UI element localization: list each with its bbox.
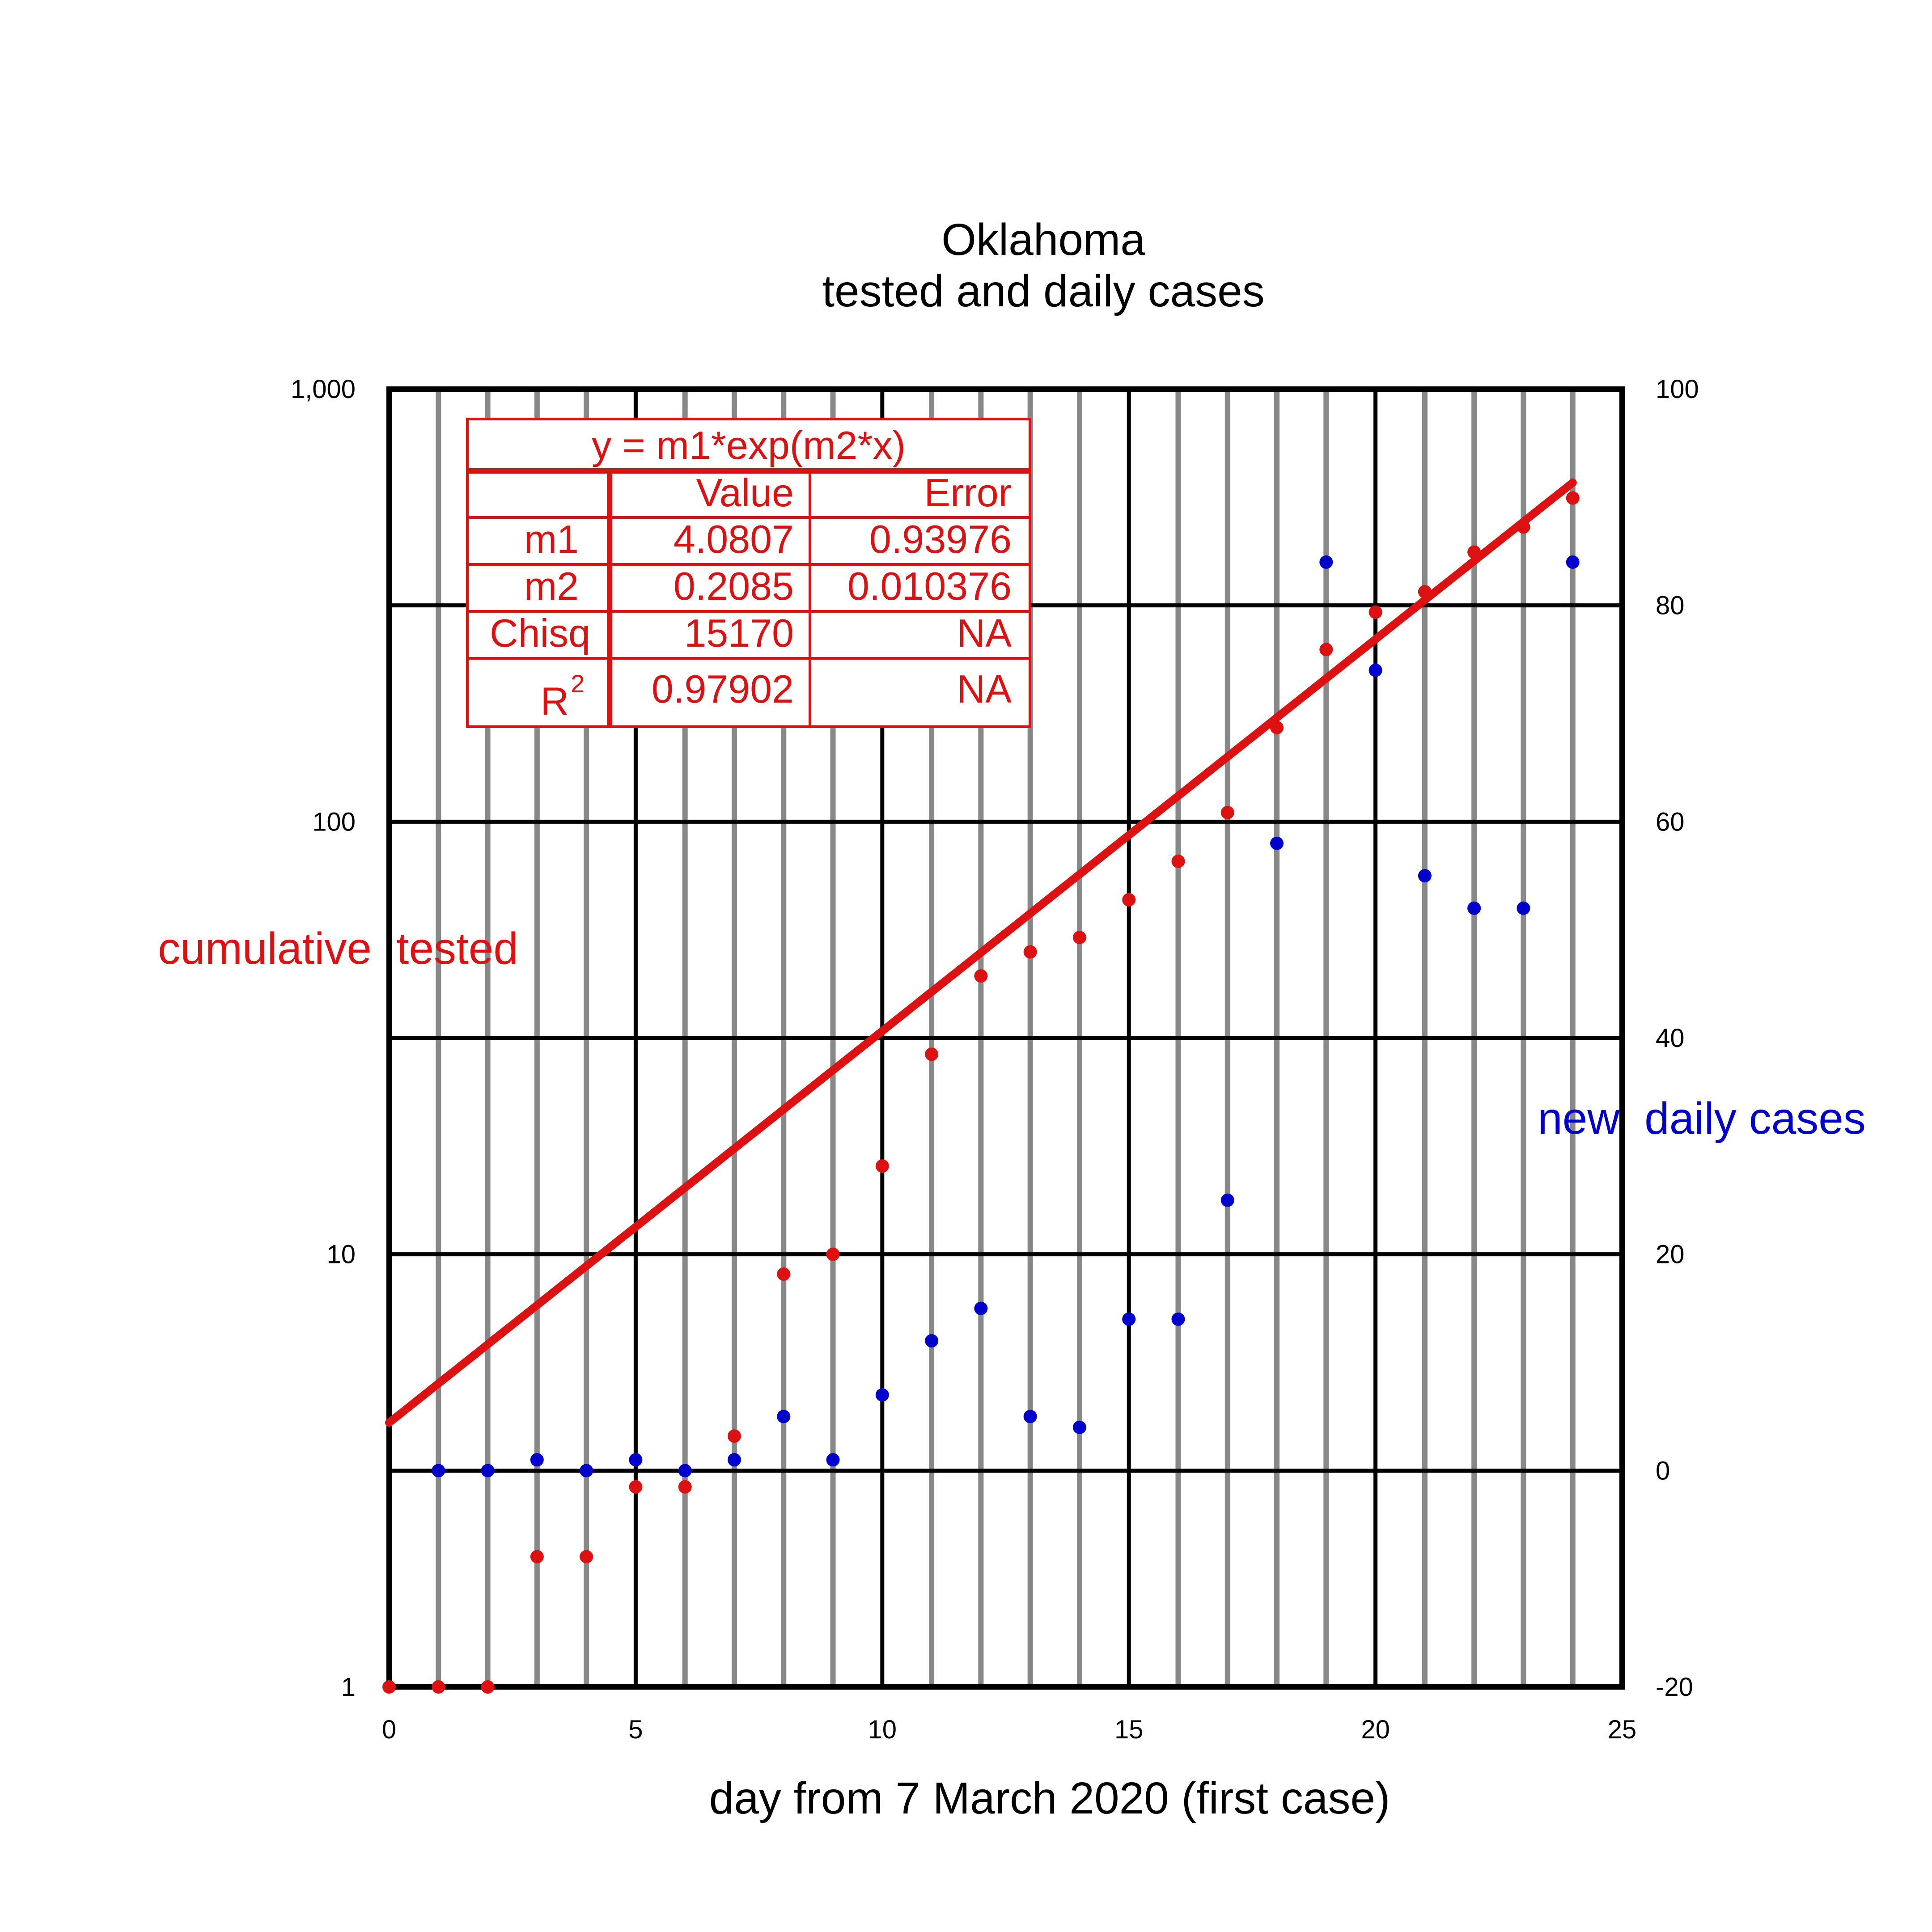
y-right-tick-label: -20 (1656, 1673, 1693, 1702)
fit-table-label-r2-superscript: 2 (571, 669, 585, 698)
daily-case-point (1072, 1420, 1086, 1434)
tested-point (925, 1047, 939, 1061)
daily-case-point (1467, 901, 1481, 915)
fit-curve (385, 479, 1577, 1427)
daily-case-point (1171, 1312, 1185, 1326)
tested-point (678, 1480, 692, 1494)
fit-table-error-m2: 0.010376 (847, 564, 1012, 608)
daily-case-point (1023, 1410, 1037, 1424)
tested-point (1319, 643, 1333, 657)
x-axis-label: day from 7 March 2020 (first case) (709, 1773, 1390, 1823)
tested-point (1171, 854, 1185, 868)
daily-case-point (1220, 1193, 1234, 1207)
x-tick-label: 5 (628, 1715, 643, 1744)
chart-subtitle: tested and daily cases (822, 266, 1265, 316)
fit-table-label-m2: m2 (524, 564, 579, 608)
tested-point (875, 1159, 889, 1173)
x-tick-label: 20 (1361, 1715, 1390, 1744)
x-tick-label: 25 (1608, 1715, 1637, 1744)
fit-table-value-m1: 4.0807 (674, 517, 794, 561)
daily-case-point (678, 1464, 692, 1478)
tested-point (1566, 491, 1580, 505)
daily-case-point (1368, 663, 1382, 677)
daily-case-point (1122, 1312, 1136, 1326)
y-right-axis-label: new daily cases (1538, 1093, 1866, 1144)
daily-case-point (727, 1453, 741, 1467)
tested-point (580, 1550, 593, 1563)
y-left-tick-label: 1,000 (291, 375, 356, 404)
y-right-tick-label: 0 (1656, 1456, 1670, 1485)
fit-table-error-r2: NA (957, 667, 1012, 711)
tested-point (1418, 585, 1432, 599)
daily-case-point (1418, 869, 1432, 883)
fit-layer (385, 479, 1577, 1427)
fit-table-value-chisq: 15170 (684, 611, 794, 655)
fit-table: y = m1*exp(m2*x) Value Error m1 4.0807 0… (466, 418, 1031, 728)
fit-table-error-m1: 0.93976 (869, 517, 1012, 561)
x-tick-label: 10 (868, 1715, 897, 1744)
tested-point (1023, 945, 1037, 959)
tested-point (1517, 520, 1530, 534)
y-right-tick-label: 80 (1656, 591, 1685, 620)
fit-table-value-r2: 0.97902 (652, 667, 794, 711)
tested-point (974, 969, 988, 983)
fit-table-label-chisq: Chisq (490, 611, 590, 655)
y-right-tick-label: 20 (1656, 1240, 1685, 1269)
daily-case-point (875, 1388, 889, 1402)
daily-case-point (1319, 555, 1333, 569)
plot-frame (386, 386, 1625, 1690)
daily-case-point (432, 1464, 445, 1478)
fit-table-label-m1: m1 (524, 517, 579, 561)
series-cumulative-tested (382, 491, 1580, 1694)
tested-point (826, 1247, 840, 1261)
tested-point (1122, 893, 1136, 907)
daily-case-point (1566, 555, 1580, 569)
tested-point (530, 1550, 544, 1563)
tested-point (1270, 720, 1284, 734)
chart-title: Oklahoma (941, 215, 1145, 265)
fit-table-value-m2: 0.2085 (674, 564, 794, 608)
daily-case-point (777, 1410, 791, 1424)
tested-point (777, 1267, 791, 1281)
y-right-tick-label: 100 (1656, 375, 1699, 404)
tested-point (1220, 805, 1234, 819)
daily-case-point (1270, 836, 1284, 850)
tested-point (1072, 931, 1086, 945)
tested-point (382, 1680, 396, 1694)
x-tick-label: 15 (1114, 1715, 1144, 1744)
y-right-tick-label: 60 (1656, 807, 1685, 836)
fit-table-error-chisq: NA (957, 611, 1012, 655)
tested-point (481, 1680, 495, 1694)
daily-case-point (580, 1464, 593, 1478)
fit-table-label-r2: R (540, 679, 569, 723)
daily-case-point (530, 1453, 544, 1467)
tested-point (432, 1680, 445, 1694)
y-left-axis-label: cumulative tested (158, 924, 518, 974)
tested-point (727, 1429, 741, 1443)
daily-case-point (481, 1464, 495, 1478)
y-right-tick-label: 40 (1656, 1024, 1685, 1053)
y-left-tick-label: 1 (341, 1673, 356, 1702)
daily-case-point (1517, 901, 1530, 915)
tested-point (629, 1480, 643, 1494)
fit-equation: y = m1*exp(m2*x) (592, 423, 906, 467)
axis-ticks: 0 5 10 15 20 25 1 10 100 1,000 -20 0 20 40 60 80 100 (291, 375, 1699, 1744)
daily-case-point (826, 1453, 840, 1467)
x-tick-label: 0 (382, 1715, 396, 1744)
daily-case-point (629, 1453, 643, 1467)
fit-table-header-error: Error (924, 470, 1012, 515)
tested-point (1368, 605, 1382, 619)
daily-case-point (925, 1334, 939, 1348)
fit-table-header-value: Value (696, 470, 794, 515)
y-left-tick-label: 100 (312, 807, 356, 836)
daily-case-point (974, 1301, 988, 1315)
y-left-tick-label: 10 (326, 1240, 356, 1269)
tested-point (1467, 545, 1481, 559)
series-new-daily-cases (432, 555, 1580, 1478)
